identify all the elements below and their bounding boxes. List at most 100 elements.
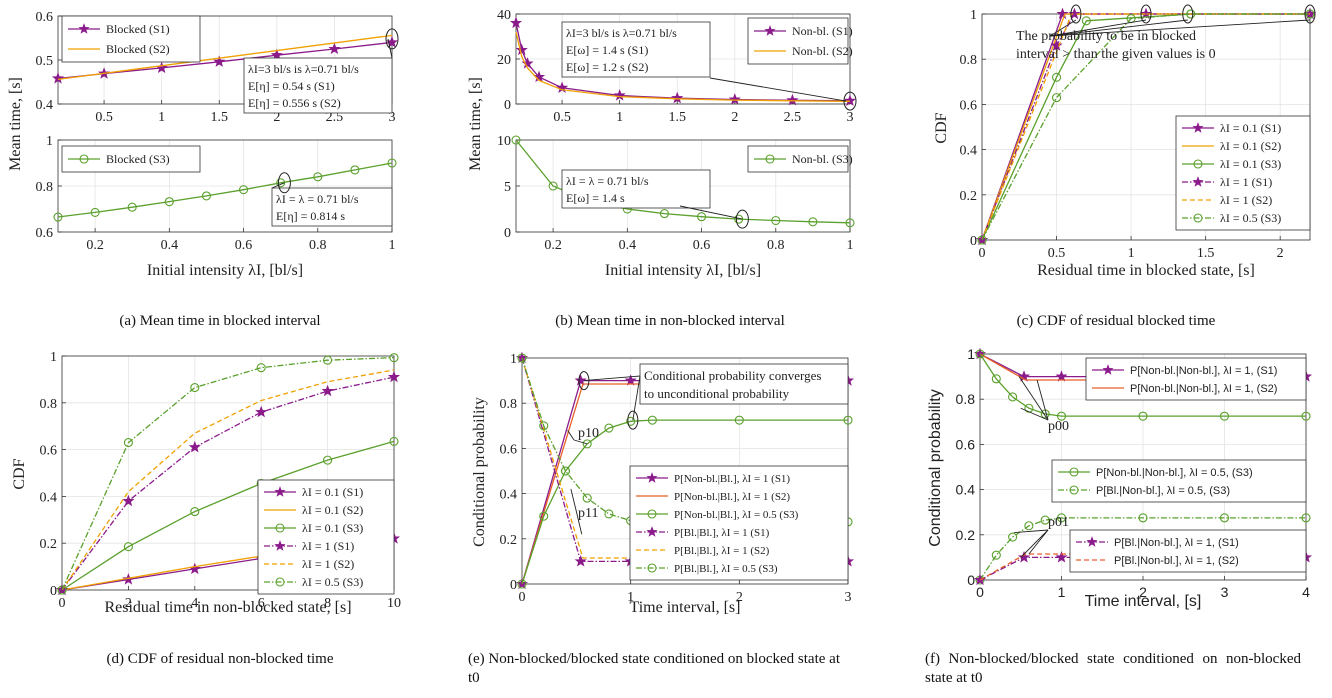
series-marker-e-2-1 xyxy=(539,511,549,521)
y-tick-label-d-4: 0.8 xyxy=(40,397,58,412)
series-marker-f-2-8 xyxy=(1301,411,1311,421)
annotation-pointer-e-p10b xyxy=(573,439,588,445)
annotation-text-b-top-2: E[ω] = 1.2 s (S2) xyxy=(566,60,648,74)
legend-label-c-2: λI = 0.1 (S3) xyxy=(1220,157,1281,171)
x-tick-label-b-top-4: 2.5 xyxy=(784,110,802,125)
series-marker-d-5-1 xyxy=(123,438,133,448)
x-tick-label-e-2: 2 xyxy=(736,590,743,605)
series-marker-a-top-0-3 xyxy=(213,55,226,67)
legend-marker-e-5 xyxy=(647,563,657,573)
highlight-oval-c-2 xyxy=(1182,4,1194,24)
y-tick-label-c-1: 0.2 xyxy=(960,189,978,204)
annotation-pointer-f-p01b xyxy=(1020,529,1049,558)
y-axis-label-e: Conditional probability xyxy=(471,397,488,547)
legend-label-e-2: P[Non-bl.|Bl.], λI = 0.5 (S3) xyxy=(674,509,799,521)
series-line-d-2 xyxy=(61,440,395,591)
legend-marker-e-3 xyxy=(646,526,658,537)
legend-label-e-4: P[Bl.|Bl.], λI = 1 (S2) xyxy=(674,545,770,557)
series-line-d-5 xyxy=(61,356,395,591)
series-marker-e-2-5 xyxy=(626,416,636,426)
annotation-box-a-top xyxy=(243,57,393,114)
series-marker-b-bot-0-0 xyxy=(511,135,521,145)
series-marker-f-3-3 xyxy=(1024,521,1034,531)
y-tick-label-b-bot-1: 5 xyxy=(504,180,511,195)
series-marker-f-4-1 xyxy=(1017,551,1031,563)
x-tick-label-e-0: 0 xyxy=(519,590,526,605)
annotation-pointer-f-p00a xyxy=(1018,376,1049,421)
series-line-c-5 xyxy=(981,13,1310,241)
annotation-text-c-0: The probability to be in blocked xyxy=(1016,29,1196,44)
legend-label-d-3: λI = 1 (S1) xyxy=(302,539,354,553)
x-tick-label-a-top-1: 1 xyxy=(158,110,165,125)
x-axis-label-b: Initial intensity λI, [bl/s] xyxy=(605,262,761,279)
legend-box-f-mid xyxy=(1051,459,1307,503)
series-marker-b-bot-0-8 xyxy=(808,217,818,227)
x-tick-label-b-top-2: 1.5 xyxy=(668,110,686,125)
y-tick-label-b-top-1: 20 xyxy=(497,53,511,68)
legend-marker-d-2 xyxy=(275,523,285,533)
series-marker-d-5-0 xyxy=(57,585,67,595)
y-tick-label-f-4: 0.8 xyxy=(956,391,976,407)
series-marker-b-top-0-0 xyxy=(509,16,523,29)
x-axis-label-f: Time interval, [s] xyxy=(1085,593,1202,610)
legend-marker-c-0 xyxy=(1192,122,1204,133)
series-marker-a-bot-0-6 xyxy=(276,178,286,188)
annotation-pointer-a-top xyxy=(387,38,393,59)
legend-label-a-top-0: Blocked (S1) xyxy=(106,22,170,36)
x-tick-label-c-4: 2 xyxy=(1277,246,1284,261)
series-marker-a-top-0-5 xyxy=(328,42,341,55)
x-tick-label-f-3: 3 xyxy=(1221,584,1229,600)
annotation-pointer-e-1 xyxy=(632,375,641,421)
annotation-pointer-f-p01c xyxy=(1028,529,1049,555)
annotation-text-f-p01: p01 xyxy=(1048,515,1069,530)
annotation-text-a-bot-1: E[η] = 0.814 s xyxy=(276,209,345,223)
annotation-text-b-bot-1: E[ω] = 1.4 s xyxy=(566,191,625,205)
x-axis-label-d: Residual time in non-blocked state, [s] xyxy=(104,599,351,616)
legend-marker-d-3 xyxy=(274,540,286,551)
legend-label-e-0: P[Non-bl.|Bl.], λI = 1 (S1) xyxy=(674,473,790,485)
y-tick-label-d-3: 0.6 xyxy=(40,444,58,459)
y-tick-label-a-bot-2: 1 xyxy=(46,134,53,149)
highlight-oval-c-0 xyxy=(1070,4,1082,24)
series-marker-d-3-2 xyxy=(188,440,201,453)
x-tick-label-f-1: 1 xyxy=(1058,584,1066,600)
annotation-pointer-e-0 xyxy=(583,375,641,382)
series-marker-c-3-2 xyxy=(1068,7,1081,20)
y-tick-label-e-1: 0.2 xyxy=(500,533,518,548)
series-marker-a-top-0-0 xyxy=(51,72,65,84)
series-line-a-bot-0 xyxy=(57,162,393,218)
y-tick-label-c-5: 1 xyxy=(970,8,977,23)
series-marker-f-2-0 xyxy=(975,349,985,359)
y-tick-label-a-bot-1: 0.8 xyxy=(36,180,54,195)
x-tick-label-b-bot-1: 0.4 xyxy=(619,238,637,253)
annotation-pointer-f-p00c xyxy=(1020,407,1049,421)
series-marker-f-2-6 xyxy=(1138,411,1148,421)
legend-marker-e-2 xyxy=(647,509,657,519)
series-marker-f-3-4 xyxy=(1040,515,1050,525)
annotation-text-a-top-0: λI=3 bl/s is λ=0.71 bl/s xyxy=(248,62,359,76)
y-tick-label-d-0: 0 xyxy=(50,584,57,599)
legend-label-f-bot-1: P[Bl.|Non-bl.], λI = 1, (S2) xyxy=(1114,555,1239,567)
x-axis-label-c: Residual time in blocked state, [s] xyxy=(1037,262,1255,279)
highlight-oval-b-bot xyxy=(735,209,749,229)
legend-marker-c-5 xyxy=(1193,213,1203,223)
series-marker-f-3-7 xyxy=(1219,513,1230,523)
legend-box-f-top xyxy=(1085,357,1307,401)
annotation-pointer-c-0 xyxy=(1049,19,1077,37)
annotation-text-e-0: Conditional probability converges xyxy=(644,368,821,383)
legend-marker-f-bot-0 xyxy=(1086,536,1098,547)
legend-box-a-top xyxy=(61,15,201,63)
highlight-oval-a-top xyxy=(385,28,399,50)
x-tick-label-d-3: 6 xyxy=(258,596,265,611)
x-tick-label-e-1: 1 xyxy=(627,590,634,605)
x-tick-label-f-4: 4 xyxy=(1302,584,1310,600)
series-marker-e-5-0 xyxy=(517,353,527,363)
legend-marker-f-mid-1 xyxy=(1069,485,1079,495)
legend-label-f-top-1: P[Non-bl.|Non-bl.], λI = 1, (S2) xyxy=(1130,383,1277,395)
y-axis-label-a: Mean time, [s] xyxy=(7,77,24,171)
annotation-text-b-top-0: λI=3 bl/s is λ=0.71 bl/s xyxy=(566,26,677,40)
x-tick-label-d-5: 10 xyxy=(387,596,401,611)
series-marker-c-5-4 xyxy=(1305,9,1315,19)
caption-f: (f) Non-blocked/blocked state conditione… xyxy=(925,651,1301,686)
series-marker-e-2-8 xyxy=(843,415,853,425)
